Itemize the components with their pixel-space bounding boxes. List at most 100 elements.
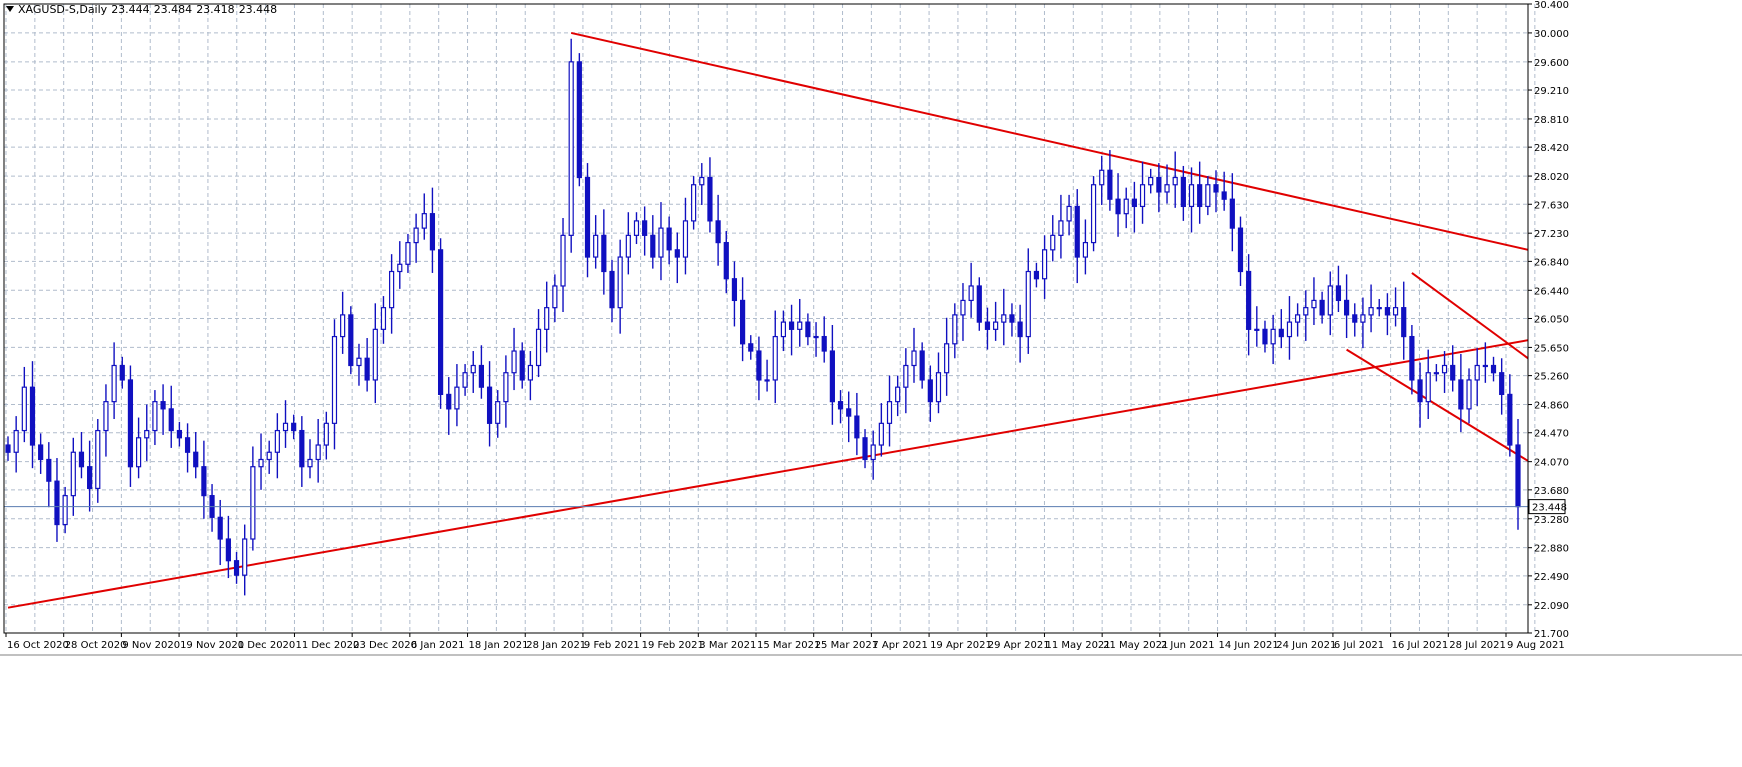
candle-body [1017, 321, 1023, 338]
candle-body [429, 213, 436, 251]
candle-body [1164, 184, 1170, 193]
candle-body [903, 364, 909, 388]
candle-body [364, 357, 370, 381]
candle-body [797, 321, 803, 330]
candle-body [323, 422, 329, 446]
y-tick-label: 28.020 [1534, 172, 1569, 183]
x-tick-label: 16 Oct 2020 [7, 640, 69, 651]
candle-body [699, 176, 705, 186]
candle-body [1172, 176, 1178, 186]
y-tick-label: 23.680 [1534, 486, 1569, 497]
trendline [1411, 272, 1529, 360]
candle-body [144, 429, 150, 439]
candle-body [535, 328, 542, 367]
axes: 30.400 30.000 29.600 29.210 28.810 28.420 28.0… [0, 0, 1742, 656]
candle-body [1270, 328, 1276, 345]
candle-body [421, 213, 427, 229]
candle-body [1180, 176, 1186, 208]
candle-body [952, 314, 958, 345]
x-tick-label: 7 Apr 2021 [872, 640, 927, 651]
candle-body [1246, 270, 1252, 330]
x-tick-label: 25 Mar 2021 [815, 640, 878, 651]
x-tick-label: 16 Jul 2021 [1392, 640, 1449, 651]
candle-body [650, 234, 656, 258]
y-tick-label: 24.070 [1534, 458, 1569, 469]
x-tick-label: 19 Apr 2021 [930, 640, 992, 651]
candle-body [87, 466, 93, 490]
candle-body [633, 220, 640, 236]
candle-body [413, 227, 419, 244]
candle-body [454, 386, 460, 410]
y-tick-label: 27.630 [1534, 200, 1569, 211]
candle-body [527, 364, 533, 381]
x-tick-label: 11 Dec 2020 [295, 640, 359, 651]
candle-body [307, 458, 313, 468]
candle-body [21, 386, 27, 432]
candle-body [168, 408, 174, 432]
x-tick-label: 11 May 2021 [1045, 640, 1110, 651]
candle-body [805, 321, 811, 338]
candle-body [331, 335, 338, 424]
plot-frame [3, 3, 1529, 634]
y-tick-label: 26.440 [1534, 286, 1569, 297]
candle-body [462, 372, 468, 388]
candle-body [495, 401, 501, 424]
candle-body [233, 560, 240, 576]
candle-body [617, 256, 623, 309]
candle-body [1237, 227, 1244, 273]
y-tick-label: 30.000 [1534, 29, 1569, 40]
candle-body [1335, 285, 1342, 302]
trendline [1346, 348, 1529, 462]
x-tick-label: 28 Jan 2021 [526, 640, 586, 651]
candle-body [1278, 328, 1284, 338]
candle-body [1041, 249, 1048, 280]
y-tick-label: 24.470 [1534, 429, 1569, 440]
candle-body [968, 285, 974, 302]
candle-body [1303, 307, 1309, 316]
candle-body [1205, 184, 1211, 208]
candle-body [258, 458, 264, 468]
candle-body [723, 241, 729, 280]
candle-body [666, 227, 672, 251]
candle-body [193, 451, 199, 468]
x-tick-label: 19 Feb 2021 [642, 640, 704, 651]
candle-body [1107, 169, 1113, 200]
x-tick-label: 6 Jan 2021 [411, 640, 465, 651]
candle-body [397, 263, 403, 273]
x-tick-label: 1 Dec 2020 [238, 640, 296, 651]
trendlines [7, 31, 1529, 609]
y-tick-label: 24.860 [1534, 401, 1569, 412]
candle-body [829, 350, 835, 403]
x-tick-label: 15 Mar 2021 [757, 640, 820, 651]
candle-body [788, 321, 795, 330]
y-tick-label: 29.210 [1534, 86, 1569, 97]
candle-body [1115, 198, 1121, 215]
dropdown-triangle-icon[interactable] [6, 6, 14, 12]
current-price-label: 23.448 [1532, 503, 1567, 514]
x-tick-label: 28 Oct 2020 [65, 640, 127, 651]
chart-header: XAGUSD-S,Daily 23.444 23.484 23.418 23.448 [6, 3, 281, 16]
x-tick-label: 6 Jul 2021 [1334, 640, 1384, 651]
candle-body [1286, 321, 1293, 338]
candle-body [1050, 234, 1056, 251]
candle-body [1295, 314, 1301, 323]
y-tick-label: 28.810 [1534, 115, 1569, 126]
candle-body [78, 451, 85, 468]
candle-body [813, 335, 819, 339]
candle-body [1058, 220, 1064, 236]
y-tick-label: 26.840 [1534, 257, 1569, 268]
candle-body [960, 299, 966, 316]
candle-body [1066, 205, 1072, 222]
candle-body [1025, 270, 1031, 338]
candle-body [560, 234, 566, 287]
candle-body [576, 61, 582, 179]
candle-body [1254, 328, 1260, 331]
x-tick-label: 23 Dec 2020 [353, 640, 417, 651]
candle-body [1229, 198, 1235, 229]
candle-body [642, 220, 648, 236]
candle-body [821, 335, 827, 352]
candle-body [854, 415, 860, 439]
candle-body [242, 538, 248, 576]
